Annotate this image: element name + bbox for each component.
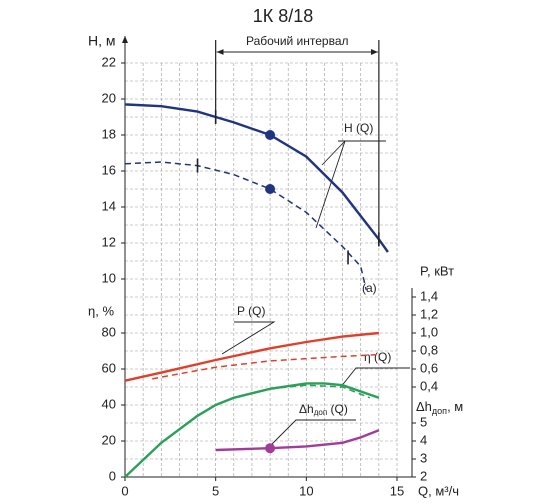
y-tick-label: 0,8 [420,342,438,357]
ann-tail: (Q) [327,402,348,416]
y-tick-label: 0,6 [420,360,438,375]
curve [124,331,380,382]
h-axis-label: Н, м [88,33,116,49]
curve [270,384,371,399]
y-tick-label: 22 [102,54,116,69]
annotation: η (Q) [364,350,391,364]
y-tick-label: 2 [420,468,427,483]
y-tick-label: 60 [102,360,116,375]
y-tick-label: 12 [102,234,116,249]
leader [321,140,346,166]
leader [221,321,276,355]
y-tick-label: 1,4 [420,288,438,303]
y-tick-label: 14 [102,198,116,213]
duty-point [265,443,276,454]
y-tick-label: 0,4 [420,378,438,393]
eta-axis-label: η, % [88,303,114,318]
dh-label-main: Δh [416,399,432,414]
interval-label: Рабочий интервал [246,34,349,48]
dh-axis-label: Δhдоп, м [416,399,463,416]
y-tick-label: 3 [420,450,427,465]
duty-point [265,184,276,194]
curve [124,382,380,478]
duty-point [265,130,276,140]
x-axis-label: Q, м³/ч [418,483,459,498]
y-tick-label: 1,2 [420,306,438,321]
ann-sub: доп [314,408,327,417]
x-tick-label: 10 [299,483,313,498]
p-axis-label: P, кВт [420,263,454,278]
y-tick-label: 20 [102,432,116,447]
y-tick-label: 5 [420,414,427,429]
annotation: (a) [362,281,377,295]
x-tick-label: 15 [390,483,404,498]
label-bg [241,34,354,48]
chart-title: 1К 8/18 [253,6,314,26]
y-tick-label: 0 [109,468,116,483]
leader [339,367,410,389]
y-tick-label: 16 [102,162,116,177]
y-tick-label: 80 [102,324,116,339]
leader [315,140,346,229]
dh-label-sub: доп [432,406,447,416]
y-tick-label: 40 [102,396,116,411]
x-tick-label: 5 [212,483,219,498]
annotation: Δhдоп (Q) [299,402,348,417]
curve [215,429,380,452]
curve [152,353,379,380]
dh-label-unit: , м [447,399,463,414]
y-tick-label: 18 [102,126,116,141]
curve [124,161,367,290]
y-tick-label: 20 [102,90,116,105]
y-tick-label: 1,0 [420,324,438,339]
y-tick-label: 4 [420,432,427,447]
annotation: H (Q) [344,121,373,135]
y-tick-label: 10 [102,270,116,285]
leader [269,419,356,447]
x-tick-label: 0 [121,483,128,498]
annotation: P (Q) [237,304,265,318]
ann-main: Δh [299,402,314,416]
